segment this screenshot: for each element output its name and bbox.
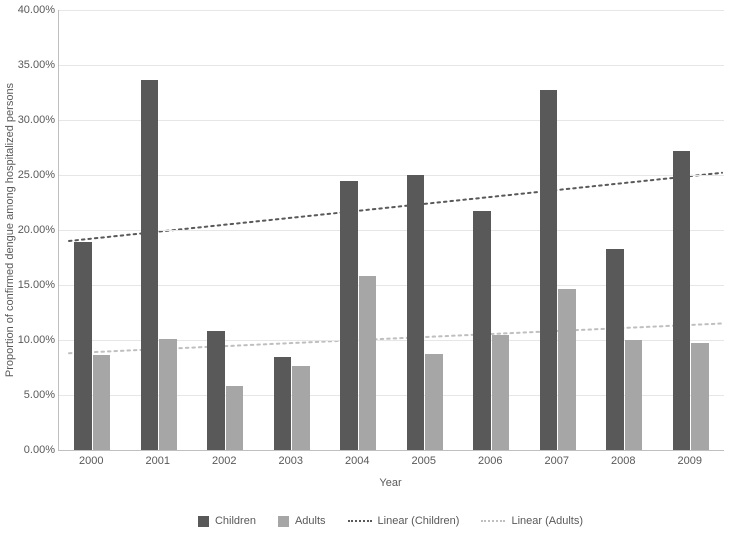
bar-children-2002 — [207, 331, 224, 450]
legend-swatch — [278, 516, 289, 527]
legend-line-icon — [348, 520, 372, 522]
legend-item: Adults — [278, 515, 326, 527]
x-tick-label: 2008 — [603, 455, 643, 467]
legend: Children Adults Linear (Children) Linear (A… — [58, 515, 723, 527]
plot-area — [58, 10, 724, 451]
y-tick-label: 15.00% — [5, 279, 55, 291]
x-tick-label: 2004 — [337, 455, 377, 467]
bar-adults-2003 — [292, 366, 309, 450]
y-tick-label: 10.00% — [5, 334, 55, 346]
bar-adults-2002 — [226, 386, 243, 450]
gridline — [59, 10, 724, 11]
legend-swatch — [198, 516, 209, 527]
bar-adults-2004 — [359, 276, 376, 450]
bar-adults-2007 — [558, 289, 575, 450]
gridline — [59, 175, 724, 176]
y-tick-label: 25.00% — [5, 169, 55, 181]
x-tick-label: 2009 — [670, 455, 710, 467]
bar-children-2003 — [274, 357, 291, 451]
bar-children-2005 — [407, 175, 424, 450]
y-tick-label: 20.00% — [5, 224, 55, 236]
bar-children-2008 — [606, 249, 623, 450]
legend-label: Adults — [295, 515, 326, 527]
bar-adults-2008 — [625, 340, 642, 450]
bar-children-2009 — [673, 151, 690, 450]
legend-label: Children — [215, 515, 256, 527]
bar-children-2000 — [74, 242, 91, 450]
x-tick-label: 2000 — [71, 455, 111, 467]
x-tick-label: 2003 — [271, 455, 311, 467]
gridline — [59, 120, 724, 121]
gridline — [59, 285, 724, 286]
x-tick-label: 2001 — [138, 455, 178, 467]
legend-label: Linear (Adults) — [511, 515, 583, 527]
y-tick-label: 40.00% — [5, 4, 55, 16]
legend-item: Linear (Children) — [348, 515, 460, 527]
bar-adults-2001 — [159, 339, 176, 450]
x-tick-label: 2006 — [470, 455, 510, 467]
legend-item: Children — [198, 515, 256, 527]
bar-children-2004 — [340, 181, 357, 451]
bar-adults-2006 — [492, 335, 509, 451]
x-tick-label: 2002 — [204, 455, 244, 467]
gridline — [59, 65, 724, 66]
y-tick-label: 30.00% — [5, 114, 55, 126]
gridline — [59, 230, 724, 231]
x-axis-title: Year — [58, 477, 723, 489]
legend-item: Linear (Adults) — [481, 515, 583, 527]
bar-children-2001 — [141, 80, 158, 450]
x-tick-label: 2007 — [537, 455, 577, 467]
y-tick-label: 35.00% — [5, 59, 55, 71]
y-tick-label: 5.00% — [5, 389, 55, 401]
y-tick-label: 0.00% — [5, 444, 55, 456]
bar-adults-2009 — [691, 343, 708, 450]
legend-label: Linear (Children) — [378, 515, 460, 527]
legend-line-icon — [481, 520, 505, 522]
bar-adults-2005 — [425, 354, 442, 450]
bar-children-2007 — [540, 90, 557, 450]
x-tick-label: 2005 — [404, 455, 444, 467]
chart-container: Proportion of confirmed dengue among hos… — [0, 0, 737, 537]
bar-adults-2000 — [93, 355, 110, 450]
bar-children-2006 — [473, 211, 490, 450]
